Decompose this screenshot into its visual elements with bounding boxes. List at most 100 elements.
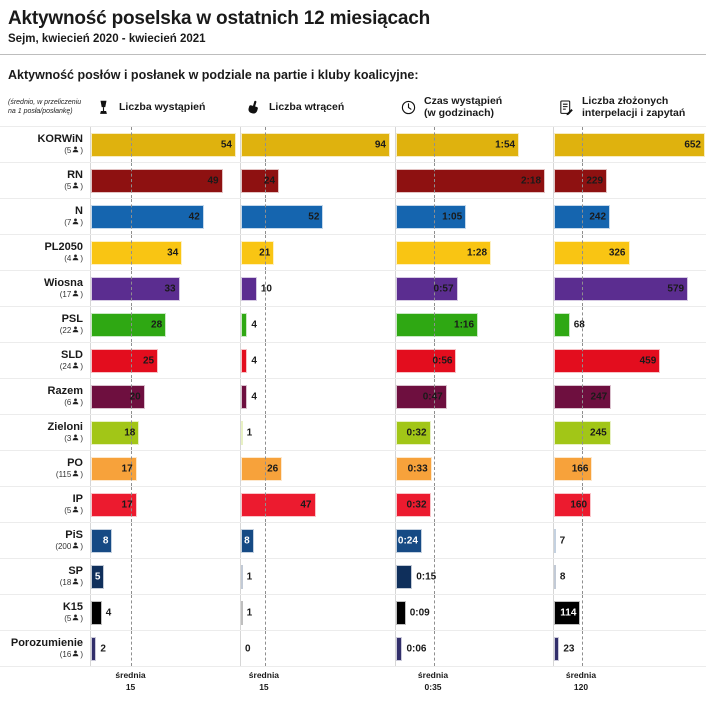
bar [396, 168, 545, 193]
bar [241, 276, 257, 301]
column-header-wystapienia: Liczba wystąpień [90, 99, 240, 116]
bar-area: 579 [553, 271, 705, 306]
bar-value: 2:18 [520, 175, 541, 186]
party-name: Porozumienie [10, 637, 83, 650]
bar-value: 94 [374, 139, 386, 150]
chart-cell-wtracenia: 21 [240, 235, 395, 270]
bar [241, 456, 283, 481]
party-name: PSL [61, 313, 83, 326]
footer-spacer [0, 667, 90, 703]
bar-value: 1 [246, 607, 253, 618]
bar [91, 492, 137, 517]
average-line [131, 127, 133, 162]
bar-value: 0:32 [406, 499, 427, 510]
chart-cell-wystapienia: 17 [90, 451, 240, 486]
bar-value: 68 [573, 319, 585, 330]
footer-interpelacje: średnia 120 [553, 667, 706, 703]
chart-cell-czas: 0:32 [395, 415, 553, 450]
average-line [581, 559, 583, 594]
party-label: PiS (200 ) [0, 523, 90, 558]
average-line [131, 307, 133, 342]
bar [554, 240, 630, 265]
bar [91, 240, 183, 265]
bar-value: 18 [124, 427, 136, 438]
average-line [264, 523, 266, 558]
bar-area: 160 [553, 487, 705, 522]
party-member-count: (5 ) [64, 182, 83, 192]
bar [91, 384, 145, 409]
bar-area: 114 [553, 595, 705, 630]
bar-area: 68 [553, 307, 705, 342]
bar-value: 54 [220, 139, 232, 150]
average-line [433, 631, 435, 666]
party-member-count: (5 ) [64, 506, 83, 516]
average-line [264, 343, 266, 378]
average-line [581, 523, 583, 558]
chart-cell-czas: 2:18 [395, 163, 553, 198]
chart-cell-czas: 1:54 [395, 127, 553, 162]
average-line [264, 631, 266, 666]
average-line [131, 631, 133, 666]
microphone-icon [95, 99, 112, 116]
footer-wystapienia: średnia 15 [90, 667, 240, 703]
party-member-count: (22 ) [59, 326, 83, 336]
bar-area: 1 [240, 595, 390, 630]
bar [396, 636, 403, 661]
bar [554, 600, 581, 625]
average-line [131, 235, 133, 270]
party-row-rn: RN (5 ) 49 24 2:18 229 [0, 162, 706, 198]
average-line [131, 415, 133, 450]
average-label-wystapienia: średnia 15 [115, 670, 146, 692]
chart-cell-czas: 0:57 [395, 271, 553, 306]
bar [396, 240, 491, 265]
clock-icon [400, 99, 417, 116]
average-line [131, 163, 133, 198]
bar-area: 10 [240, 271, 390, 306]
bar-value: 114 [560, 607, 577, 618]
party-name: PL2050 [44, 241, 83, 254]
bar-area: 28 [90, 307, 236, 342]
person-icon [71, 254, 80, 264]
bar-area: 1:05 [395, 199, 545, 234]
bar-area: 326 [553, 235, 705, 270]
bar [554, 456, 593, 481]
person-icon [71, 290, 80, 300]
bar-value: 52 [308, 211, 320, 222]
chart-cell-wtracenia: 47 [240, 487, 395, 522]
bar-area: 5 [90, 559, 236, 594]
average-line [131, 451, 133, 486]
party-member-count: (4 ) [64, 254, 83, 264]
chart-cell-czas: 0:15 [395, 559, 553, 594]
bar [91, 168, 223, 193]
bar-area: 242 [553, 199, 705, 234]
bar [396, 276, 458, 301]
party-name: RN [67, 169, 83, 182]
column-header-wtracenia: Liczba wtrąceń [240, 99, 395, 116]
bar-value: 245 [590, 427, 607, 438]
bar-value: 229 [586, 175, 604, 186]
bar-value: 5 [94, 571, 101, 582]
average-line [264, 127, 266, 162]
party-name: N [75, 205, 83, 218]
average-line [433, 559, 435, 594]
bar [91, 204, 204, 229]
chart-cell-interpelacje: 326 [553, 235, 706, 270]
average-line [581, 415, 583, 450]
bar-area: 1:54 [395, 127, 545, 162]
chart-cell-wtracenia: 8 [240, 523, 395, 558]
chart-cell-wystapienia: 8 [90, 523, 240, 558]
chart-cell-interpelacje: 459 [553, 343, 706, 378]
bar [396, 600, 406, 625]
bar-value: 0:47 [422, 391, 443, 402]
bar-value: 17 [121, 499, 133, 510]
bar-area: 0:47 [395, 379, 545, 414]
average-line [581, 451, 583, 486]
bar [91, 132, 236, 157]
per-member-note: (średnio, w przeliczeniu na 1 posła/posł… [8, 98, 82, 115]
chart-cell-interpelacje: 160 [553, 487, 706, 522]
bar-value: 1 [246, 571, 253, 582]
party-row-sld: SLD (24 ) 25 4 0:56 459 [0, 342, 706, 378]
bar-value: 247 [590, 391, 608, 402]
party-label: PO (115 ) [0, 451, 90, 486]
bar [554, 348, 661, 373]
